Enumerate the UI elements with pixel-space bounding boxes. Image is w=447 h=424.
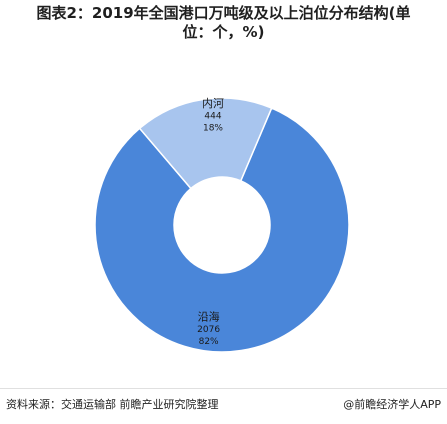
- slice-1-pct-label: 18%: [203, 123, 223, 133]
- chart-title-line1: 图表2：2019年全国港口万吨级及以上泊位分布结构(单: [36, 4, 411, 22]
- slice-0-name-label: 沿海: [198, 310, 220, 324]
- slice-1-value-label: 444: [204, 111, 221, 121]
- footer: 资料来源：交通运输部 前瞻产业研究院整理 @前瞻经济学人APP: [0, 388, 447, 424]
- source-note: 资料来源：交通运输部 前瞻产业研究院整理: [6, 398, 219, 411]
- brand-watermark-text: @前瞻经济学人APP: [343, 398, 441, 411]
- slice-1-name-label: 内河: [202, 96, 224, 110]
- slice-0-value-label: 2076: [197, 325, 220, 335]
- donut-slices: [94, 97, 350, 353]
- donut-slice-1: [138, 97, 273, 190]
- slice-0-pct-label: 82%: [199, 337, 219, 347]
- chart-title: 图表2：2019年全国港口万吨级及以上泊位分布结构(单 位：个，%): [0, 4, 447, 42]
- donut-slice-0: [94, 107, 350, 353]
- chart-title-line2: 位：个，%): [182, 23, 265, 41]
